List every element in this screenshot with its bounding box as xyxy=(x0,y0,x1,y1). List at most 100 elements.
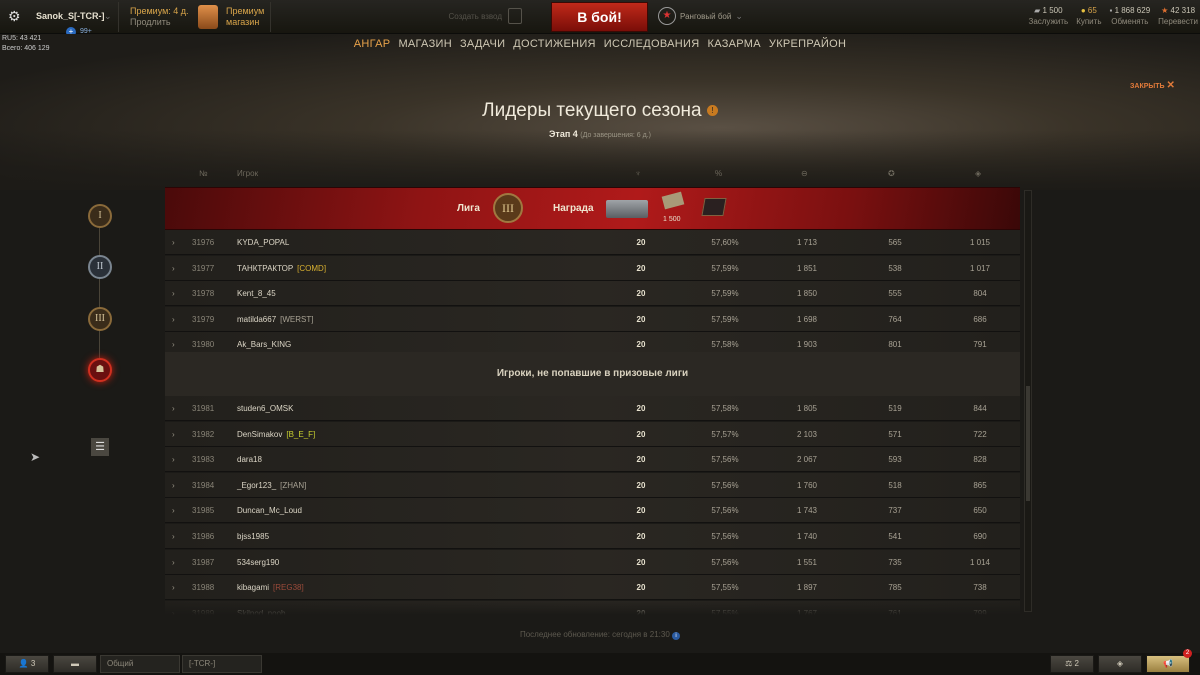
nav-shop[interactable]: МАГАЗИН xyxy=(398,38,452,50)
expand-chevron-icon[interactable]: › xyxy=(172,455,175,465)
expand-chevron-icon[interactable]: › xyxy=(172,583,175,593)
clan-tag[interactable]: [ZHAN] xyxy=(280,480,307,490)
last-update: Последнее обновление: сегодня в 21:30 i xyxy=(0,630,1200,640)
avg-assist: 828 xyxy=(973,455,987,465)
damage-icon[interactable]: ⊖ xyxy=(801,169,808,178)
table-scrollbar[interactable] xyxy=(1024,190,1032,612)
friends-button[interactable]: 👤 3 xyxy=(5,655,49,673)
expand-chevron-icon[interactable]: › xyxy=(172,238,175,247)
table-row[interactable]: › 31987 534serg190 20 57,56% 1 551 735 1 014 xyxy=(165,549,1020,575)
assist-icon[interactable]: ◈ xyxy=(975,169,982,178)
expand-chevron-icon[interactable]: › xyxy=(172,557,175,567)
page-title: Лидеры текущего сезона ! xyxy=(0,100,1200,122)
table-row[interactable]: › 31982 DenSimakov [B_E_F] 20 57,57% 2 103 571 7… xyxy=(165,421,1020,447)
platoon-icon[interactable] xyxy=(508,8,522,24)
expand-chevron-icon[interactable]: › xyxy=(172,263,175,273)
currency-bonds[interactable]: ▰ 1 500 Заслужить xyxy=(1028,6,1069,26)
chevron-down-icon[interactable]: ⌄ xyxy=(735,10,743,21)
currency-gold[interactable]: ● 65 Купить xyxy=(1076,6,1102,26)
create-platoon-button[interactable]: Создать взвод xyxy=(448,11,502,21)
table-row[interactable]: › 31988 kibagami [REG38] 20 57,55% 1 897 785 738 xyxy=(165,575,1020,601)
premium-shop-icon[interactable] xyxy=(198,5,218,29)
channel-clan[interactable]: [-TCR-] xyxy=(182,655,262,673)
info-icon[interactable]: ! xyxy=(706,105,718,117)
col-number[interactable]: № xyxy=(199,169,208,178)
league-1-icon[interactable]: I xyxy=(88,204,112,228)
player-name: _Egor123_ xyxy=(237,480,277,490)
notifications-button[interactable]: 📢 xyxy=(1146,655,1190,673)
nav-achievements[interactable]: ДОСТИЖЕНИЯ xyxy=(513,38,596,50)
ranked-star-icon[interactable]: ★ xyxy=(658,7,676,25)
expand-chevron-icon[interactable]: › xyxy=(172,340,175,350)
expand-chevron-icon[interactable]: › xyxy=(172,314,175,324)
no-league-icon[interactable]: ☗ xyxy=(88,358,112,382)
table-row[interactable]: › 31985 Duncan_Mc_Loud 20 57,56% 1 743 737 650 xyxy=(165,498,1020,524)
chat-button[interactable]: ▬ xyxy=(53,655,97,673)
extend-premium-link[interactable]: Продлить xyxy=(130,17,171,27)
expand-chevron-icon[interactable]: › xyxy=(172,506,175,516)
battle-mode-select[interactable]: Ранговый бой xyxy=(680,11,732,21)
info-icon[interactable]: i xyxy=(672,632,681,640)
bonds-icon xyxy=(661,191,685,210)
clan-tag[interactable]: [REG38] xyxy=(273,583,304,593)
nav-tasks[interactable]: ЗАДАЧИ xyxy=(459,38,506,50)
top-bar: ⚙ Sanok_S[-TCR-] ⌄ + 99+ Премиум: 4 д. П… xyxy=(0,0,1200,37)
premium-shop-label-1[interactable]: Премиум xyxy=(226,6,265,16)
league-2-icon[interactable]: II xyxy=(88,255,112,279)
table-row[interactable]: › 31986 bjss1985 20 57,56% 1 740 541 690 xyxy=(165,524,1020,549)
nav-research[interactable]: ИССЛЕДОВАНИЯ xyxy=(603,38,700,50)
expand-chevron-icon[interactable]: › xyxy=(172,429,175,439)
winrate-icon[interactable]: % xyxy=(715,169,723,178)
table-row[interactable]: › 31984 _Egor123_ [ZHAN] 20 57,56% 1 760 518 865 xyxy=(165,472,1020,498)
avg-damage: 1 760 xyxy=(796,480,818,490)
expand-chevron-icon[interactable]: › xyxy=(172,532,175,541)
experience-icon[interactable]: ✪ xyxy=(888,169,895,178)
expand-chevron-icon[interactable]: › xyxy=(172,289,175,299)
premium-days: Премиум: 4 д. xyxy=(130,6,189,16)
table-row[interactable]: › 31978 Kent_8_45 20 57,59% 1 850 555 804 xyxy=(165,281,1020,307)
winrate: 57,60% xyxy=(711,238,739,247)
create-platoon[interactable]: Создать взвод xyxy=(448,8,522,24)
nav-barracks[interactable]: КАЗАРМА xyxy=(707,38,761,50)
settings-gear-icon[interactable]: ⚙ xyxy=(8,8,21,24)
nav-stronghold[interactable]: УКРЕПРАЙОН xyxy=(768,38,847,50)
close-button[interactable]: ЗАКРЫТЬ ✕ xyxy=(1130,80,1175,91)
expand-chevron-icon[interactable]: › xyxy=(172,404,175,413)
table-row[interactable]: › 31981 studen6_OMSK 20 57,58% 1 805 519 844 xyxy=(165,396,1020,421)
username[interactable]: Sanok_S[-TCR-] xyxy=(36,11,105,21)
scroll-thumb[interactable] xyxy=(1026,386,1030,501)
currency-free-xp[interactable]: ★ 42 318 Перевести xyxy=(1158,6,1198,26)
user-icon: 👤 xyxy=(18,659,29,668)
gold-icon: ● xyxy=(1080,6,1086,15)
table-row[interactable]: › 31977 ТАНКТРАКТОР [COMD] 20 57,59% 1 851 538 1… xyxy=(165,255,1020,281)
league-3-icon[interactable]: III xyxy=(88,307,112,331)
battles: 20 xyxy=(636,532,646,541)
list-icon[interactable]: ☰ xyxy=(91,438,109,456)
avg-assist: 844 xyxy=(973,404,987,413)
premium-shop-label-2[interactable]: магазин xyxy=(226,17,260,27)
chevron-down-icon[interactable]: ⌄ xyxy=(104,11,112,21)
avg-experience: 541 xyxy=(888,532,902,541)
expand-chevron-icon[interactable]: › xyxy=(172,480,175,490)
currency-credits[interactable]: ▪ 1 868 629 Обменять xyxy=(1109,6,1151,26)
clan-tag[interactable]: [B_E_F] xyxy=(286,429,316,439)
player-cell: DenSimakov [B_E_F] xyxy=(237,430,617,439)
nav-hangar[interactable]: АНГАР xyxy=(353,38,391,50)
table-row[interactable]: › 31976 KYDA_POPAL 20 57,60% 1 713 565 1 015 xyxy=(165,230,1020,255)
battles-icon[interactable]: ♆ xyxy=(635,169,641,178)
battle-mode[interactable]: ★ Ранговый бой ⌄ xyxy=(658,7,743,25)
winrate: 57,58% xyxy=(711,340,739,350)
clan-tag[interactable]: [COMD] xyxy=(297,263,327,273)
squads-button[interactable]: ⚖ 2 xyxy=(1050,655,1094,673)
table-row[interactable]: › 31983 dara18 20 57,56% 2 067 593 828 xyxy=(165,447,1020,473)
plus-icon[interactable]: + xyxy=(66,27,76,37)
table-row[interactable]: › 31979 matilda667 [WERST] 20 57,59% 1 698 764 6… xyxy=(165,306,1020,332)
col-player[interactable]: Игрок xyxy=(237,169,259,178)
clan-tag[interactable]: [WERST] xyxy=(280,314,314,324)
stage-info: Этап 4 (До завершения: 6 д.) xyxy=(549,129,651,139)
service-button[interactable]: ◈ xyxy=(1098,655,1142,673)
rank-number: 31981 xyxy=(192,404,215,413)
bond-icon: ▰ xyxy=(1034,6,1041,15)
channel-common[interactable]: Общий xyxy=(100,655,180,673)
battle-button[interactable]: В бой! xyxy=(551,2,648,32)
